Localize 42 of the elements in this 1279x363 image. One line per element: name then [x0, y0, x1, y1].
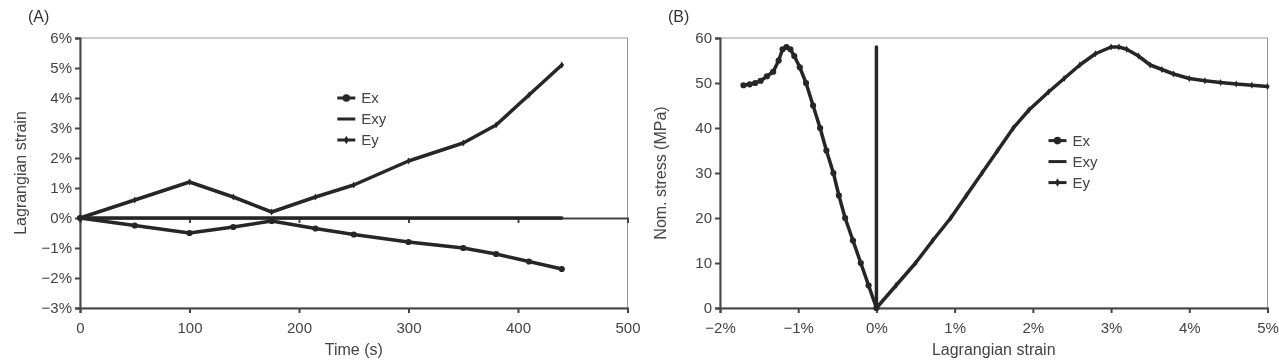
x-tick-label: 5%: [1256, 318, 1279, 336]
x-tick-label: 0: [76, 318, 85, 336]
legend-label: Exy: [1072, 152, 1098, 170]
chart-title: (A): [28, 8, 50, 25]
legend-label: Ex: [361, 89, 380, 107]
y-tick-label: 30: [694, 164, 712, 182]
x-tick-label: 0%: [865, 318, 888, 336]
legend-label: Ey: [1072, 173, 1090, 191]
y-tick-label: 0%: [50, 209, 72, 227]
x-axis-title: Lagrangian strain: [931, 341, 1056, 358]
y-axis-title: Nom. stress (MPa): [651, 106, 669, 240]
x-tick-label: −1%: [782, 318, 814, 336]
x-tick-label: 400: [505, 318, 532, 336]
y-tick-label: 0: [703, 299, 712, 317]
y-tick-label: 5%: [50, 59, 72, 77]
x-tick-label: 200: [286, 318, 313, 336]
legend-label: Exy: [361, 110, 387, 128]
x-tick-label: 2%: [1022, 318, 1044, 336]
x-tick-label: 300: [396, 318, 422, 336]
legend-label: Ey: [361, 131, 380, 149]
x-tick-label: 4%: [1178, 318, 1201, 336]
y-tick-label: −3%: [41, 299, 72, 317]
x-tick-label: 100: [177, 318, 203, 336]
x-tick-label: 3%: [1100, 318, 1122, 336]
y-tick-label: −2%: [41, 269, 72, 287]
y-tick-label: 40: [694, 119, 712, 137]
y-tick-label: −1%: [41, 239, 72, 257]
x-axis-title: Time (s): [324, 341, 383, 358]
y-tick-label: 60: [694, 29, 712, 47]
y-tick-label: 50: [694, 74, 712, 92]
chart-title: (B): [667, 8, 689, 25]
y-tick-label: 2%: [50, 149, 72, 167]
y-tick-label: 20: [694, 209, 712, 227]
y-tick-label: 6%: [50, 29, 72, 47]
legend-label: Ex: [1072, 131, 1090, 149]
y-tick-label: 4%: [50, 89, 72, 107]
y-tick-label: 10: [694, 254, 712, 272]
y-axis-title: Lagrangian strain: [12, 111, 29, 235]
y-tick-label: 1%: [50, 179, 72, 197]
x-tick-label: 500: [615, 318, 641, 336]
y-tick-label: 3%: [50, 119, 72, 137]
x-tick-label: 1%: [943, 318, 966, 336]
